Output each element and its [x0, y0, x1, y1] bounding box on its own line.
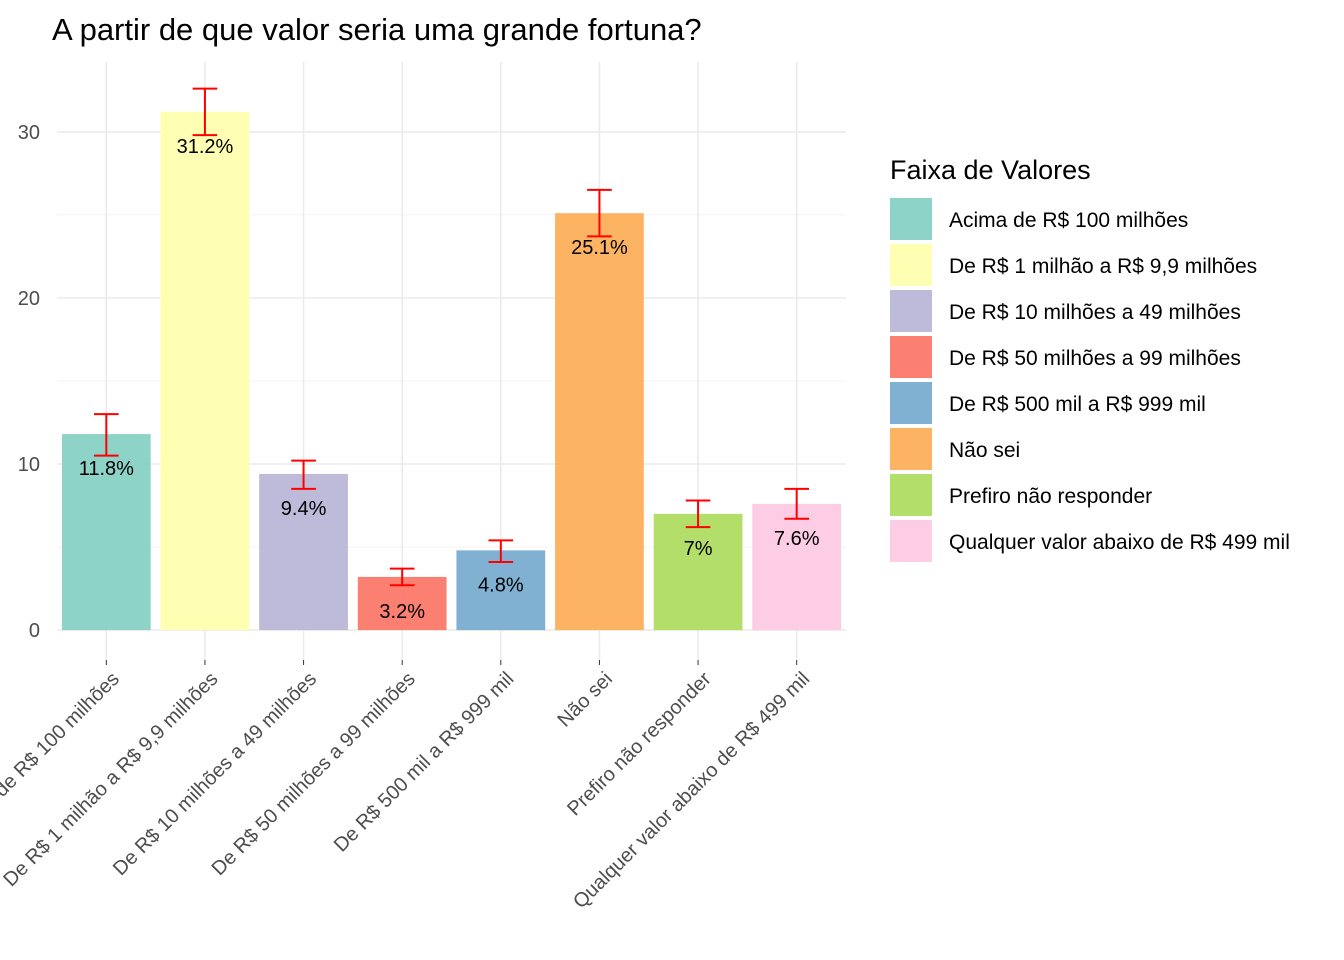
legend-key — [890, 382, 932, 424]
legend-label: De R$ 10 milhões a 49 milhões — [949, 301, 1241, 324]
legend-title: Faixa de Valores — [890, 155, 1091, 185]
legend: Faixa de Valores Acima de R$ 100 milhões… — [890, 155, 1290, 562]
legend-key — [890, 336, 932, 378]
error-bar — [192, 87, 218, 137]
x-tick-label: Não sei — [553, 668, 617, 732]
error-bar — [291, 459, 316, 490]
y-tick-label: 0 — [29, 620, 40, 642]
data-label: 9.4% — [281, 498, 327, 520]
error-bar — [488, 539, 514, 563]
x-tick-label: De R$ 50 milhões a 99 milhões — [208, 668, 420, 880]
y-axis: 0 10 20 30 — [18, 122, 40, 642]
data-label: 3.2% — [379, 601, 425, 623]
data-label: 25.1% — [571, 237, 628, 259]
legend-key — [890, 290, 932, 332]
legend-key — [890, 520, 932, 562]
error-bars — [93, 87, 810, 587]
data-label: 4.8% — [478, 574, 524, 596]
data-label: 7% — [684, 538, 713, 560]
y-tick-label: 30 — [18, 122, 40, 144]
bar — [456, 550, 546, 631]
x-tick-label: De R$ 500 mil a R$ 999 mil — [330, 668, 518, 856]
legend-key — [890, 198, 932, 240]
legend-label: Qualquer valor abaixo de R$ 499 mil — [949, 531, 1290, 554]
chart-title: A partir de que valor seria uma grande f… — [52, 12, 702, 47]
bar — [752, 503, 842, 631]
legend-key — [890, 428, 932, 470]
error-bar — [784, 487, 810, 520]
bar — [653, 513, 743, 631]
data-label: 7.6% — [774, 528, 820, 550]
y-tick-label: 10 — [18, 454, 40, 476]
data-label: 11.8% — [79, 458, 134, 480]
error-bar — [587, 188, 612, 238]
legend-label: Não sei — [949, 439, 1020, 462]
legend-key — [890, 244, 932, 286]
legend-label: De R$ 1 milhão a R$ 9,9 milhões — [949, 255, 1257, 278]
bar — [160, 111, 250, 631]
legend-label: Prefiro não responder — [949, 485, 1152, 508]
legend-label: Acima de R$ 100 milhões — [949, 209, 1188, 232]
bar — [259, 473, 348, 631]
data-label: 31.2% — [177, 136, 234, 158]
bar — [61, 434, 151, 631]
error-bar — [93, 413, 119, 457]
data-labels: 11.8% 31.2% 9.4% 3.2% 4.8% 25.1% 7% 7.6% — [79, 136, 820, 623]
legend-label: De R$ 500 mil a R$ 999 mil — [949, 393, 1206, 416]
x-tick-label: De R$ 10 milhões a 49 milhões — [109, 668, 321, 880]
legend-key — [890, 474, 932, 516]
y-tick-label: 20 — [18, 288, 40, 310]
bar — [555, 213, 644, 631]
error-bar — [685, 499, 711, 529]
x-tick-label: De R$ 1 milhão a R$ 9,9 milhões — [0, 668, 222, 891]
bars — [61, 111, 842, 631]
legend-label: De R$ 50 milhões a 99 milhões — [949, 347, 1241, 370]
error-bar — [389, 567, 415, 587]
